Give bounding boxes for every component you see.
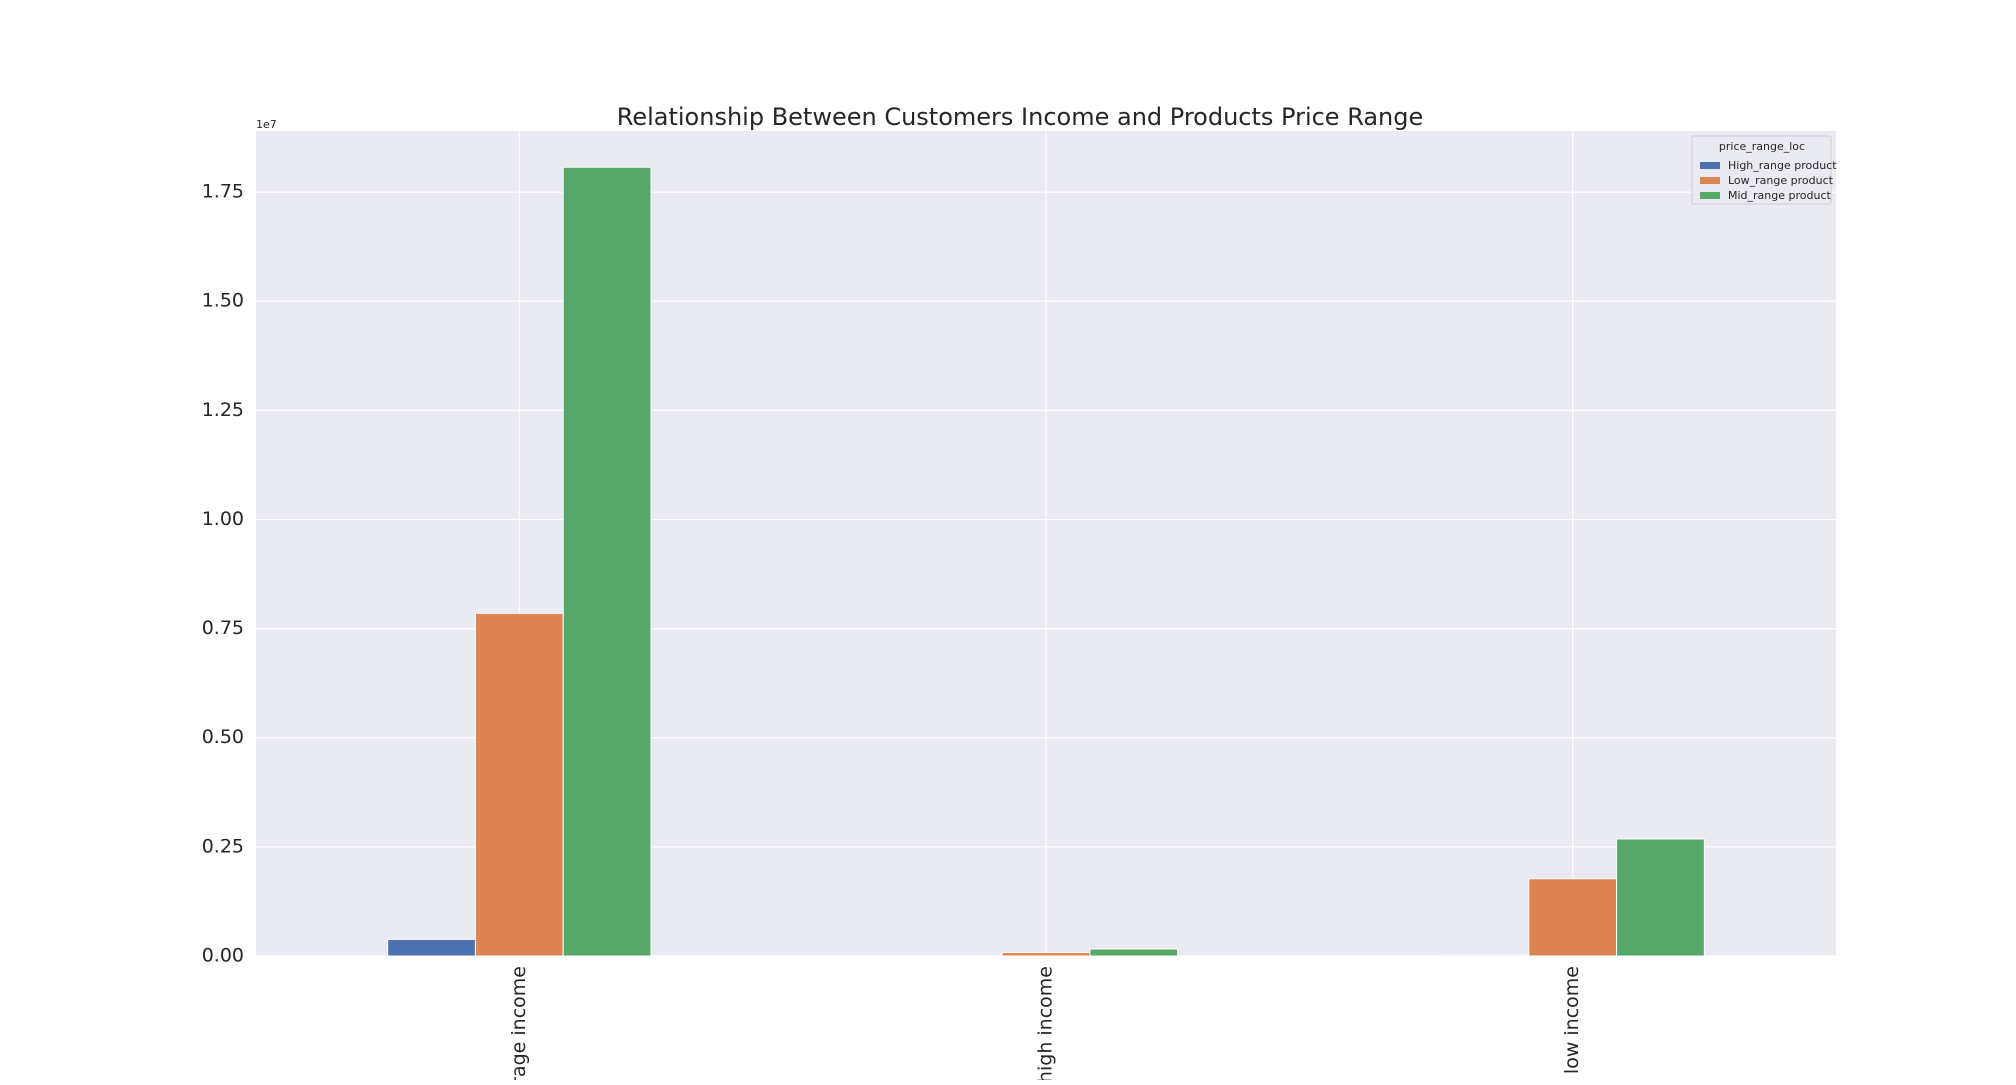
bar-mid-range-product-0 — [563, 167, 651, 956]
chart-title: Relationship Between Customers Income an… — [617, 103, 1424, 131]
legend-label: High_range product — [1728, 159, 1837, 172]
y-tick-label: 1.75 — [202, 181, 244, 203]
y-tick-label: 0.75 — [202, 617, 244, 639]
legend: price_range_loc High_range product Low_ra… — [1692, 136, 1837, 204]
y-tick-label: 0.50 — [202, 726, 244, 748]
y-tick-label: 0.00 — [202, 945, 244, 967]
legend-label: Mid_range product — [1728, 189, 1832, 202]
x-tick-label: average income — [508, 966, 530, 1080]
y-tick-label: 0.25 — [202, 835, 244, 857]
bar-low-range-product-0 — [475, 613, 563, 956]
legend-label: Low_range product — [1728, 174, 1834, 187]
y-tick-label: 1.25 — [202, 399, 244, 421]
y-tick-label: 1.50 — [202, 290, 244, 312]
bar-mid-range-product-1 — [1090, 949, 1178, 956]
legend-swatch — [1700, 162, 1720, 169]
legend-swatch — [1700, 192, 1720, 199]
y-tick-label: 1.00 — [202, 508, 244, 530]
bar-low-range-product-1 — [1002, 953, 1090, 956]
bar-high-range-product-0 — [388, 939, 476, 956]
bar-mid-range-product-2 — [1617, 839, 1705, 956]
bar-high-range-product-2 — [1441, 955, 1529, 956]
x-axis-ticks: average income high income low income — [508, 966, 1583, 1080]
bar-low-range-product-2 — [1529, 879, 1617, 956]
y-axis-ticks: 0.00 0.25 0.50 0.75 1.00 1.25 1.50 1.75 — [202, 181, 244, 967]
x-tick-label: low income — [1561, 966, 1583, 1074]
legend-title: price_range_loc — [1719, 140, 1805, 153]
x-tick-label: high income — [1035, 966, 1057, 1080]
y-axis-offset-label: 1e7 — [256, 118, 277, 131]
legend-swatch — [1700, 177, 1720, 184]
